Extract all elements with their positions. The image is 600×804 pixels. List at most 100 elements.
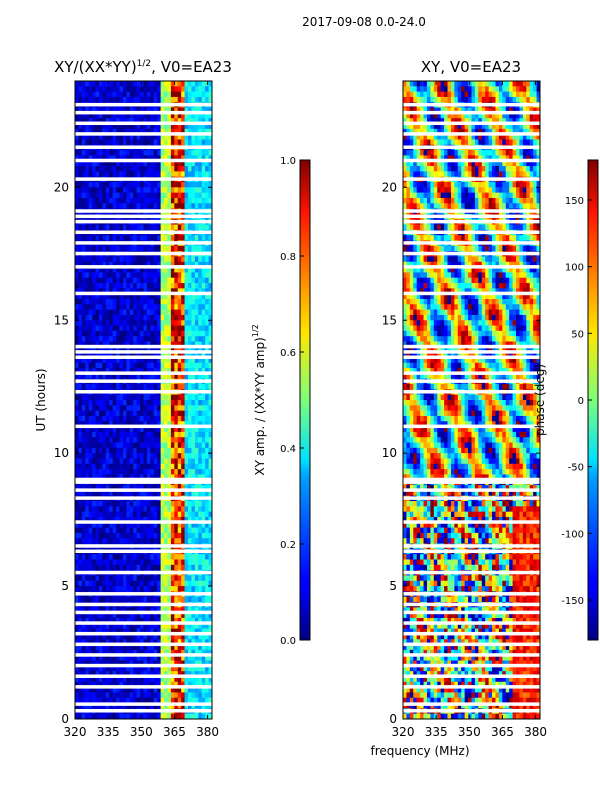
amp-heatmap-cell xyxy=(92,326,96,332)
amp-heatmap-cell xyxy=(99,256,103,262)
amp-heatmap-cell xyxy=(188,411,192,417)
amp-heatmap-cell xyxy=(198,411,202,417)
amp-heatmap-cell xyxy=(185,304,189,310)
amp-heatmap-cell xyxy=(164,182,168,188)
phase-heatmap-cell xyxy=(458,81,462,87)
amp-heatmap-cell xyxy=(161,171,165,177)
phase-heatmap-cell xyxy=(523,81,527,87)
amp-heatmap-cell xyxy=(102,171,106,177)
amp-flagged-gap xyxy=(75,231,212,235)
amp-heatmap-cell xyxy=(140,554,144,560)
amp-heatmap-cell xyxy=(174,597,178,603)
amp-heatmap-cell xyxy=(178,395,182,401)
amp-heatmap-cell xyxy=(185,501,189,507)
amp-heatmap-cell xyxy=(171,203,175,209)
amp-heatmap-cell xyxy=(164,225,168,231)
amp-heatmap-cell xyxy=(198,443,202,449)
amp-heatmap-cell xyxy=(120,315,124,321)
amp-heatmap-cell xyxy=(161,443,165,449)
amp-heatmap-cell xyxy=(106,597,110,603)
phase-heatmap-cell xyxy=(526,81,530,87)
amp-heatmap-cell xyxy=(157,597,161,603)
amp-heatmap-cell xyxy=(157,150,161,156)
amp-heatmap-cell xyxy=(126,692,130,698)
amp-heatmap-cell xyxy=(92,453,96,459)
amp-heatmap-cell xyxy=(123,283,127,289)
amp-heatmap-cell xyxy=(178,506,182,512)
amp-heatmap-cell xyxy=(191,469,195,475)
amp-heatmap-cell xyxy=(178,81,182,87)
amp-heatmap-cell xyxy=(144,533,148,539)
amp-heatmap-cell xyxy=(126,166,130,172)
amp-heatmap-cell xyxy=(137,272,141,278)
amp-heatmap-cell xyxy=(75,92,79,98)
amp-heatmap-cell xyxy=(82,225,86,231)
amp-heatmap-cell xyxy=(171,320,175,326)
amp-heatmap-cell xyxy=(198,198,202,204)
amp-heatmap-cell xyxy=(75,469,79,475)
amp-heatmap-cell xyxy=(123,193,127,199)
amp-heatmap-cell xyxy=(113,299,117,305)
amp-heatmap-cell xyxy=(167,560,171,566)
amp-heatmap-cell xyxy=(99,336,103,342)
amp-heatmap-cell xyxy=(109,448,113,454)
amp-heatmap-cell xyxy=(144,187,148,193)
amp-heatmap-cell xyxy=(137,310,141,316)
amp-heatmap-cell xyxy=(102,235,106,241)
amp-heatmap-cell xyxy=(99,81,103,87)
phase-heatmap-cell xyxy=(403,86,407,92)
amp-heatmap-cell xyxy=(120,506,124,512)
amp-heatmap-cell xyxy=(147,92,151,98)
amp-heatmap-cell xyxy=(75,272,79,278)
amp-heatmap-cell xyxy=(82,464,86,470)
amp-heatmap-cell xyxy=(198,405,202,411)
amp-heatmap-cell xyxy=(75,400,79,406)
amp-heatmap-cell xyxy=(75,384,79,390)
amp-heatmap-cell xyxy=(140,193,144,199)
amp-heatmap-cell xyxy=(82,554,86,560)
phase-heatmap-cell xyxy=(523,86,527,92)
amp-heatmap-cell xyxy=(109,384,113,390)
amp-heatmap-cell xyxy=(130,400,134,406)
amp-heatmap-cell xyxy=(140,575,144,581)
amp-heatmap-cell xyxy=(130,283,134,289)
amp-heatmap-cell xyxy=(185,299,189,305)
amp-heatmap-cell xyxy=(154,437,158,443)
amp-heatmap-cell xyxy=(188,203,192,209)
amp-heatmap-cell xyxy=(96,171,100,177)
amp-heatmap-cell xyxy=(92,411,96,417)
amp-heatmap-cell xyxy=(195,437,199,443)
amp-heatmap-cell xyxy=(167,182,171,188)
amp-heatmap-cell xyxy=(120,405,124,411)
amp-heatmap-cell xyxy=(96,187,100,193)
amp-heatmap-cell xyxy=(126,533,130,539)
amp-heatmap-cell xyxy=(85,187,89,193)
amp-heatmap-cell xyxy=(147,469,151,475)
amp-heatmap-cell xyxy=(161,411,165,417)
amp-heatmap-cell xyxy=(116,278,120,284)
amp-heatmap-cell xyxy=(75,458,79,464)
amp-flagged-gap xyxy=(75,252,212,256)
amp-heatmap-cell xyxy=(144,506,148,512)
amp-heatmap-cell xyxy=(99,278,103,284)
amp-heatmap-cell xyxy=(178,448,182,454)
amp-heatmap-cell xyxy=(144,139,148,145)
amp-heatmap-cell xyxy=(171,182,175,188)
amp-heatmap-cell xyxy=(126,235,130,241)
amp-heatmap-cell xyxy=(82,272,86,278)
amp-heatmap-cell xyxy=(161,81,165,87)
amp-heatmap-cell xyxy=(75,560,79,566)
amp-heatmap-cell xyxy=(126,203,130,209)
amp-heatmap-cell xyxy=(78,92,82,98)
amp-heatmap-cell xyxy=(144,235,148,241)
amp-heatmap-cell xyxy=(137,283,141,289)
amp-heatmap-cell xyxy=(116,512,120,518)
amp-flagged-gap xyxy=(75,122,212,126)
amp-heatmap-cell xyxy=(167,246,171,252)
amp-heatmap-cell xyxy=(92,139,96,145)
amp-heatmap-cell xyxy=(157,437,161,443)
amp-heatmap-cell xyxy=(130,320,134,326)
amp-heatmap-cell xyxy=(99,182,103,188)
